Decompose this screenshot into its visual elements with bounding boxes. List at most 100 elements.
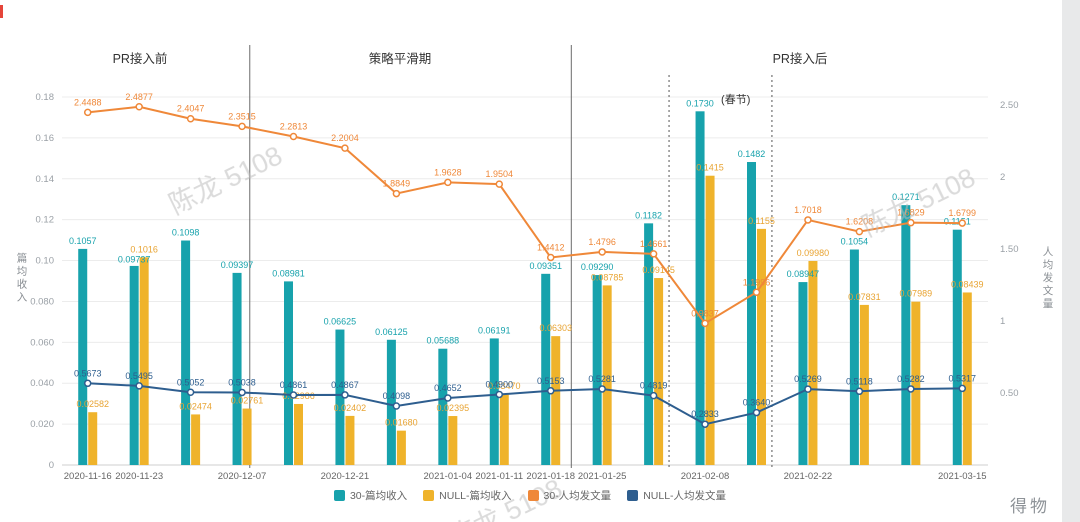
line-30-posts-label: 2.4047	[177, 104, 205, 114]
bar-30-revenue[interactable]	[489, 338, 499, 465]
bar-null-revenue[interactable]	[345, 415, 355, 465]
line-null-posts-point[interactable]	[289, 391, 298, 399]
bar-null-revenue[interactable]	[191, 414, 201, 465]
x-axis-tick: 2020-11-23	[115, 471, 163, 482]
line-30-posts-point[interactable]	[238, 122, 246, 131]
line-null-posts-label: 0.4652	[434, 383, 462, 393]
bar-30-revenue[interactable]	[592, 275, 602, 465]
line-30-posts-path[interactable]	[87, 105, 963, 325]
line-null-posts-point[interactable]	[855, 387, 864, 396]
bar-null-label: 0.09980	[797, 248, 830, 258]
line-null-posts-point[interactable]	[701, 420, 709, 428]
bar-30-label: 0.1730	[686, 98, 714, 108]
line-null-posts-point[interactable]	[907, 385, 915, 393]
line-30-posts-point[interactable]	[804, 216, 812, 224]
bar-30-revenue[interactable]	[644, 223, 654, 465]
line-30-posts-point[interactable]	[83, 108, 92, 117]
line-null-posts-point[interactable]	[752, 408, 761, 417]
line-null-posts-point[interactable]	[804, 385, 812, 393]
line-null-posts-point[interactable]	[135, 382, 143, 390]
bar-30-revenue[interactable]	[129, 265, 139, 465]
bar-null-revenue[interactable]	[757, 228, 766, 465]
x-axis-tick: 2020-12-07	[218, 471, 267, 482]
bar-null-revenue[interactable]	[551, 336, 561, 465]
line-null-posts-point[interactable]	[341, 391, 349, 399]
line-30-posts-label: 1.8849	[383, 179, 411, 189]
bar-null-revenue[interactable]	[962, 292, 972, 465]
bar-30-revenue[interactable]	[952, 229, 962, 465]
bar-30-revenue[interactable]	[901, 205, 911, 465]
bar-30-revenue[interactable]	[386, 339, 396, 465]
line-30-posts-point[interactable]	[752, 288, 761, 297]
bar-30-revenue[interactable]	[695, 111, 705, 466]
line-30-posts-point[interactable]	[907, 218, 915, 227]
bar-null-revenue[interactable]	[294, 403, 303, 465]
line-30-posts-point[interactable]	[701, 319, 709, 328]
line-30-posts-point[interactable]	[958, 219, 967, 227]
bar-30-revenue[interactable]	[798, 282, 808, 465]
line-30-posts-point[interactable]	[495, 180, 504, 188]
line-30-posts-label: 1.9628	[434, 167, 462, 177]
line-null-posts-path[interactable]	[87, 382, 963, 426]
bar-null-label: 0.09145	[642, 265, 675, 275]
line-30-posts-point[interactable]	[341, 144, 349, 152]
line-null-posts-point[interactable]	[186, 388, 195, 397]
line-null-posts-point[interactable]	[238, 388, 246, 397]
bar-null-revenue[interactable]	[602, 285, 612, 465]
line-30-posts-label: 1.4661	[640, 239, 668, 249]
bar-30-revenue[interactable]	[747, 162, 756, 465]
legend-item[interactable]: 30-篇均收入	[333, 488, 408, 503]
legend-item[interactable]: 30-人均发文量	[527, 488, 611, 503]
bar-30-revenue[interactable]	[335, 329, 345, 465]
bar-30-label: 0.09351	[529, 261, 562, 271]
bar-null-revenue[interactable]	[139, 257, 149, 465]
line-null-posts-point[interactable]	[495, 390, 504, 399]
line-null-posts-label: 0.5282	[897, 374, 925, 384]
line-30-posts-point[interactable]	[289, 132, 298, 141]
line-null-posts-point[interactable]	[83, 379, 92, 388]
line-30-posts-point[interactable]	[855, 227, 864, 236]
bar-null-revenue[interactable]	[654, 278, 664, 465]
bar-30-label: 0.09737	[118, 254, 151, 264]
line-30-posts-point[interactable]	[649, 250, 658, 258]
bar-30-revenue[interactable]	[181, 240, 191, 465]
line-null-posts-point[interactable]	[649, 391, 658, 400]
bar-null-revenue[interactable]	[859, 304, 869, 465]
bar-30-revenue[interactable]	[541, 273, 551, 465]
bar-null-revenue[interactable]	[396, 430, 406, 465]
line-30-posts-label: 1.4412	[537, 242, 565, 252]
bar-30-revenue[interactable]	[438, 348, 448, 465]
legend-item[interactable]: NULL-人均发文量	[627, 488, 726, 503]
bar-null-revenue[interactable]	[808, 260, 818, 465]
bar-null-revenue[interactable]	[242, 408, 252, 465]
line-30-posts-point[interactable]	[392, 189, 401, 198]
line-null-posts-point[interactable]	[598, 385, 606, 393]
legend-item[interactable]: NULL-篇均收入	[423, 488, 512, 503]
bar-null-revenue[interactable]	[499, 394, 509, 465]
legend-label: 30-篇均收入	[349, 490, 408, 502]
line-30-posts-point[interactable]	[186, 114, 195, 123]
bar-30-label: 0.08981	[272, 268, 305, 278]
right-axis-title: 人均发文量	[1043, 246, 1054, 310]
bar-null-revenue[interactable]	[448, 416, 458, 465]
line-null-posts-point[interactable]	[546, 387, 555, 395]
bar-null-revenue[interactable]	[88, 412, 98, 465]
bar-30-revenue[interactable]	[232, 272, 242, 465]
line-null-posts-point[interactable]	[392, 402, 401, 410]
line-30-posts-point[interactable]	[546, 253, 555, 262]
legend-label: NULL-人均发文量	[643, 490, 727, 502]
bar-null-revenue[interactable]	[911, 301, 921, 465]
legend-swatch	[527, 490, 539, 501]
line-null-posts-point[interactable]	[958, 384, 967, 393]
line-30-posts: 2.4488 2.4877 2.4047 2.3515 2.2813 2.2004 1.88…	[74, 92, 976, 328]
line-30-posts-point[interactable]	[598, 248, 606, 256]
line-30-posts-point[interactable]	[444, 178, 452, 187]
section-title: PR接入后	[773, 51, 828, 66]
line-30-posts-label: 2.4488	[74, 97, 102, 107]
bar-30-revenue[interactable]	[284, 281, 293, 465]
right-axis-tick: 2.50	[1000, 100, 1019, 111]
bar-30-revenue[interactable]	[849, 249, 859, 465]
bar-30-revenue[interactable]	[78, 248, 88, 465]
line-30-posts-point[interactable]	[135, 103, 143, 111]
line-null-posts-point[interactable]	[444, 394, 452, 402]
